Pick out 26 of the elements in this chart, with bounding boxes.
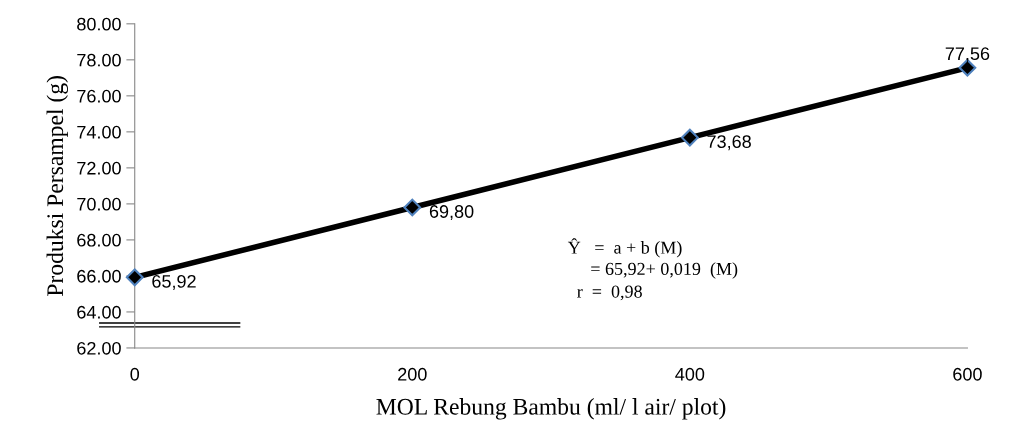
y-tick-label: 64.00 <box>77 305 121 319</box>
x-tick-label: 600 <box>953 367 982 381</box>
data-label: 65,92 <box>152 274 196 290</box>
annotation: = 65,92+ 0,019 (M) <box>591 262 738 279</box>
data-label: 77,56 <box>945 47 990 63</box>
point <box>125 268 144 287</box>
x-tick-label: 400 <box>675 367 705 381</box>
annotation: r = 0,98 <box>577 285 642 301</box>
y-tick-label: 76.00 <box>77 89 121 103</box>
x-axis-title: MOL Rebung Bambu (ml/ l air/ plot) <box>376 398 726 420</box>
y-tick-label: 68.00 <box>77 233 121 247</box>
x-tick-label: 200 <box>398 367 427 381</box>
point <box>403 198 422 217</box>
y-tick-label: 74.00 <box>77 125 121 139</box>
y-axis-title: Produksi Persampel (g) <box>46 76 69 297</box>
data-label: 73,68 <box>707 135 751 151</box>
data-label: 69,80 <box>429 205 474 221</box>
y-tick-label: 78.00 <box>77 53 121 67</box>
y-tick-label: 72.00 <box>77 161 121 175</box>
y-tick-label: 70.00 <box>77 197 121 211</box>
point <box>680 128 699 147</box>
annotation: Ŷ = a + b (M) <box>567 238 682 258</box>
y-tick-label: 66.00 <box>77 269 121 283</box>
y-tick-label: 62.00 <box>77 341 121 355</box>
y-tick-label: 80.00 <box>77 17 121 31</box>
x-tick-label: 0 <box>130 367 140 381</box>
